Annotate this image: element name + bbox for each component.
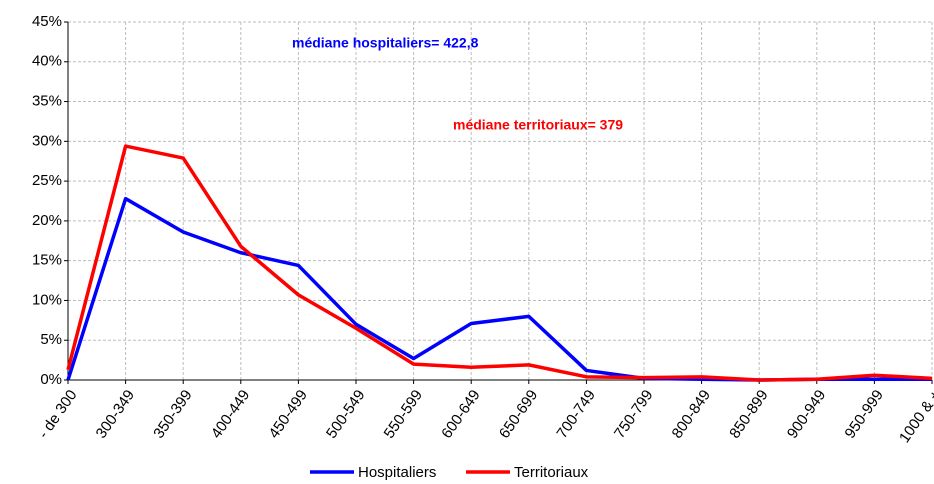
y-tick-label: 15% [32,252,62,269]
x-tick-label: 300-349 [93,387,139,442]
y-tick-label: 45% [32,13,62,30]
x-tick-label: 1000 & + [896,387,934,446]
legend-label: Hospitaliers [358,464,436,481]
x-tick-label: 700-749 [553,387,599,442]
x-tick-label: 950-999 [841,387,887,442]
x-tick-label: 750-799 [611,387,657,442]
y-tick-label: 30% [32,132,62,149]
series-line [66,196,932,382]
x-tick-label: 350-399 [150,387,196,442]
x-tick-label: - de 300 [35,387,80,442]
x-tick-label: 850-899 [726,387,772,442]
x-tick-label: 500-549 [323,387,369,442]
y-tick-label: 10% [32,291,62,308]
y-tick-label: 40% [32,53,62,70]
x-tick-label: 450-499 [265,387,311,442]
y-tick-label: 35% [32,93,62,110]
x-tick-label: 550-599 [381,387,427,442]
x-tick-label: 400-449 [208,387,254,442]
annotation: médiane hospitaliers= 422,8 [292,35,479,51]
x-tick-label: 900-949 [784,387,830,442]
series-line [66,144,933,382]
x-tick-label: 600-649 [438,387,484,442]
x-tick-label: 800-849 [669,387,715,442]
x-tick-label: 650-699 [496,387,542,442]
y-tick-label: 20% [32,212,62,229]
y-tick-label: 5% [40,331,62,348]
legend-label: Territoriaux [514,464,589,481]
y-tick-label: 25% [32,172,62,189]
annotation: médiane territoriaux= 379 [453,117,623,133]
y-tick-label: 0% [40,371,62,388]
